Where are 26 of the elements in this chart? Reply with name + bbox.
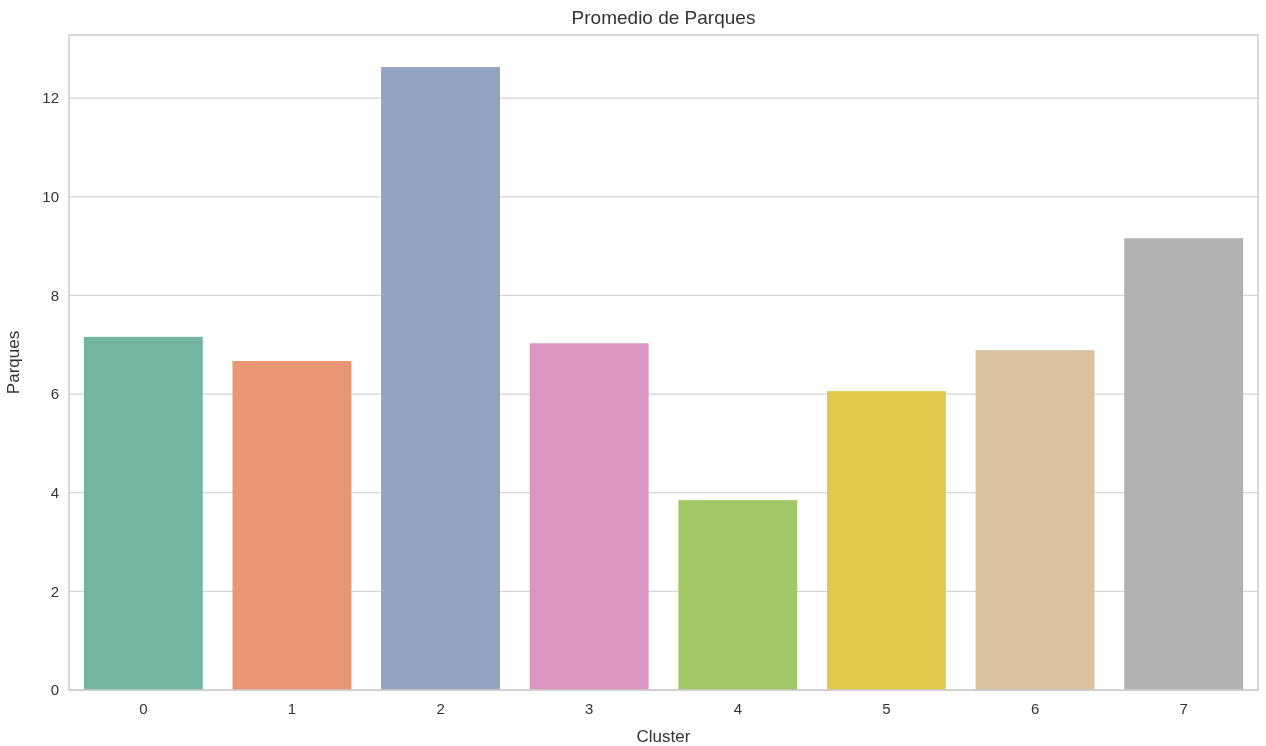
y-tick-label: 0 xyxy=(50,681,59,699)
bar xyxy=(83,336,203,690)
y-axis-title: Parques xyxy=(4,330,23,395)
y-tick-label: 6 xyxy=(50,385,59,403)
x-tick-label: 6 xyxy=(1030,700,1040,717)
y-tick-label: 10 xyxy=(42,188,59,206)
x-axis-title: Cluster xyxy=(636,727,691,746)
bar xyxy=(826,391,946,690)
y-tick-label: 12 xyxy=(42,89,59,107)
bar xyxy=(1124,238,1244,690)
x-tick-label: 0 xyxy=(139,700,148,717)
bar xyxy=(232,361,352,690)
x-tick-label: 1 xyxy=(287,700,297,717)
y-tick-label: 4 xyxy=(50,483,59,501)
y-tick-label: 8 xyxy=(50,286,59,304)
bar xyxy=(975,350,1095,690)
bar xyxy=(678,500,798,690)
bar xyxy=(529,343,649,690)
x-tick-label: 3 xyxy=(585,700,594,717)
chart-title: Promedio de Parques xyxy=(571,7,756,28)
x-tick-label: 2 xyxy=(436,700,445,717)
y-tick-label: 2 xyxy=(50,582,59,600)
bar xyxy=(381,67,501,690)
x-tick-label: 4 xyxy=(733,700,742,717)
x-tick-label: 5 xyxy=(882,700,891,717)
x-tick-label: 7 xyxy=(1179,700,1188,717)
